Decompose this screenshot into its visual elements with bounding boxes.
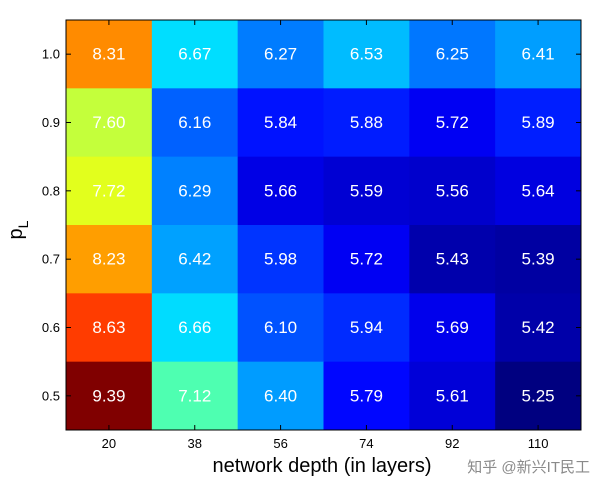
y-tick-label: 0.9 [42, 115, 60, 130]
cell-value-label: 5.84 [264, 113, 297, 132]
heatmap-cell [66, 225, 153, 294]
heatmap-cell [237, 156, 324, 226]
heatmap-cell [323, 361, 410, 431]
heatmap-cell [409, 20, 496, 89]
x-axis-ticks: 20 38 56 74 92 110 [102, 20, 549, 451]
heatmap-cell [495, 156, 582, 226]
heatmap-cell [495, 225, 582, 294]
heatmap-cell [323, 88, 410, 158]
heatmap-cell [323, 20, 410, 89]
cell-value-label: 6.25 [436, 45, 469, 64]
cell-value-label: 9.39 [92, 386, 125, 405]
x-tick-label: 92 [445, 436, 459, 451]
heatmap-cell [237, 88, 324, 158]
cell-value-label: 5.61 [436, 386, 469, 405]
heatmap-cell [237, 293, 324, 363]
cell-value-label: 5.79 [350, 386, 383, 405]
cell-value-label: 5.39 [522, 250, 555, 269]
cell-value-label: 6.53 [350, 45, 383, 64]
x-axis-title: network depth (in layers) [213, 455, 432, 477]
watermark-text: 知乎 @新兴IT民工 [467, 459, 590, 476]
cell-value-label: 5.25 [522, 386, 555, 405]
heatmap-cell [66, 88, 153, 158]
cell-value-label: 6.40 [264, 386, 297, 405]
x-tick-label: 56 [273, 436, 287, 451]
heatmap-cell [151, 20, 239, 89]
cell-value-label: 6.27 [264, 45, 297, 64]
y-axis-title-subscript: L [15, 220, 31, 228]
heatmap-cell [409, 225, 496, 294]
heatmap-cell [151, 361, 239, 431]
plot-frame [65, 19, 582, 431]
heatmap-cell [495, 20, 582, 89]
heatmap-cell [495, 88, 582, 158]
heatmap-cell [409, 156, 496, 226]
cell-value-label: 5.94 [350, 318, 383, 337]
heatmap-cell [66, 293, 153, 363]
cell-value-label: 6.67 [178, 45, 211, 64]
heatmap-cell [66, 361, 153, 431]
heatmap-cell [151, 156, 239, 226]
cell-value-label: 8.23 [92, 250, 125, 269]
cell-value-label: 7.60 [92, 113, 125, 132]
cell-value-label: 5.98 [264, 250, 297, 269]
heatmap-cell [323, 156, 410, 226]
cell-value-label: 5.66 [264, 181, 297, 200]
heatmap-cell [409, 293, 496, 363]
cell-value-label: 5.72 [436, 113, 469, 132]
heatmap-cell [409, 88, 496, 158]
cell-value-label: 7.72 [92, 181, 125, 200]
heatmap-cell [151, 225, 239, 294]
heatmap-cell [409, 361, 496, 431]
y-tick-label: 0.5 [42, 388, 60, 403]
heatmap-cell [323, 293, 410, 363]
cell-value-label: 5.89 [522, 113, 555, 132]
y-tick-label: 1.0 [42, 47, 60, 62]
x-tick-label: 20 [102, 436, 116, 451]
y-tick-label: 0.8 [42, 183, 60, 198]
y-axis-title: pL [5, 220, 31, 239]
heatmap-cell [495, 293, 582, 363]
heatmap-cell [237, 361, 324, 431]
heatmap-cell [151, 293, 239, 363]
cell-value-label: 6.66 [178, 318, 211, 337]
cell-value-label: 7.12 [178, 386, 211, 405]
heatmap-cell [66, 156, 153, 226]
cell-value-label: 5.43 [436, 250, 469, 269]
heatmap-cell [151, 88, 239, 158]
cell-value-label: 8.63 [92, 318, 125, 337]
x-tick-label: 110 [528, 436, 549, 451]
y-tick-label: 0.6 [42, 320, 60, 335]
x-tick-label: 38 [188, 436, 202, 451]
y-tick-label: 0.7 [42, 252, 60, 267]
cell-value-label: 5.64 [522, 181, 555, 200]
cell-value-label: 5.59 [350, 181, 383, 200]
y-axis-ticks: 1.0 0.9 0.8 0.7 0.6 0.5 [42, 47, 581, 403]
cell-value-label: 6.29 [178, 181, 211, 200]
cell-value-label: 8.31 [92, 45, 125, 64]
heatmap-cell [323, 225, 410, 294]
cell-value-label: 6.42 [178, 250, 211, 269]
y-axis-title-main: p [5, 228, 27, 239]
cell-value-label: 5.42 [522, 318, 555, 337]
cell-value-label: 5.56 [436, 181, 469, 200]
cell-value-label: 6.41 [522, 45, 555, 64]
heatmap-cell [495, 361, 582, 431]
heatmap-cell [66, 20, 153, 89]
heatmap-cell [237, 225, 324, 294]
cell-value-label: 5.72 [350, 250, 383, 269]
x-tick-label: 74 [359, 436, 373, 451]
heatmap-cells [66, 20, 582, 431]
cell-value-label: 5.88 [350, 113, 383, 132]
cell-value-label: 6.16 [178, 113, 211, 132]
cell-value-label: 5.69 [436, 318, 469, 337]
cell-value-label: 6.10 [264, 318, 297, 337]
heatmap-value-labels: 8.31 6.67 6.27 6.53 6.25 6.41 7.60 6.16 5.84 5.88… [92, 45, 554, 406]
heatmap-cell [237, 20, 324, 89]
